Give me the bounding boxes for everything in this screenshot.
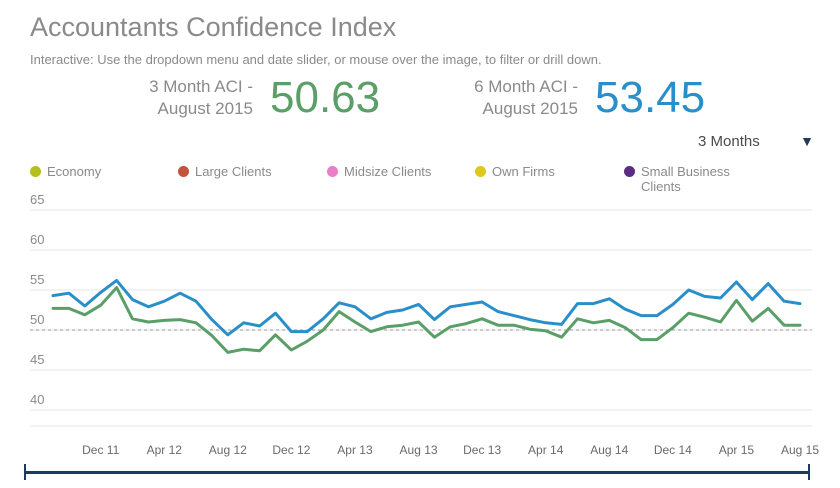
legend-label-line2: Clients (641, 179, 681, 194)
legend-dot-icon (624, 166, 635, 177)
y-tick-label: 40 (30, 392, 44, 407)
legend-dot-icon (178, 166, 189, 177)
legend-dot-icon (327, 166, 338, 177)
x-tick-label: Aug 15 (781, 443, 819, 457)
kpi-3-month-label-line1: 3 Month ACI - (149, 77, 253, 96)
triangle-down-icon[interactable]: ▼ (800, 133, 814, 149)
legend-label-line1: Own Firms (492, 164, 555, 179)
kpi-3-month-value: 50.63 (270, 73, 381, 122)
y-tick-label: 55 (30, 272, 44, 287)
kpi-3-month-label-line2: August 2015 (157, 99, 253, 118)
legend-label-line1: Economy (47, 164, 102, 179)
kpi-6-month-label-line2: August 2015 (482, 99, 578, 118)
series-line-3-month-aci (51, 286, 802, 354)
legend-label: Small Business Clients (641, 164, 771, 194)
y-tick-label: 50 (30, 312, 44, 327)
legend-label-line1: Small Business (641, 164, 730, 179)
date-slider-track[interactable] (24, 471, 810, 474)
page-subtitle: Interactive: Use the dropdown menu and d… (30, 52, 602, 67)
kpi-6-month-label: 6 Month ACI - August 2015 (425, 76, 578, 120)
x-tick-label: Dec 12 (272, 443, 310, 457)
legend-dot-icon (475, 166, 486, 177)
y-tick-label: 45 (30, 352, 44, 367)
series-line-6-month-aci (51, 278, 802, 337)
period-dropdown[interactable]: 3 Months ▼ (690, 130, 820, 154)
period-dropdown-label: 3 Months (698, 133, 760, 150)
legend-label: Large Clients (195, 164, 325, 179)
date-slider-start-handle[interactable] (24, 464, 26, 480)
x-tick-label: Aug 13 (400, 443, 438, 457)
legend-label: Own Firms (492, 164, 622, 179)
x-tick-label: Apr 12 (147, 443, 183, 457)
y-tick-label: 60 (30, 232, 44, 247)
legend-label-line1: Midsize Clients (344, 164, 432, 179)
x-tick-label: Aug 14 (590, 443, 628, 457)
x-tick-label: Dec 11 (82, 443, 119, 457)
x-tick-label: Aug 12 (209, 443, 247, 457)
x-tick-label: Apr 14 (528, 443, 564, 457)
kpi-3-month-label: 3 Month ACI - August 2015 (100, 76, 253, 120)
kpi-6-month-label-line1: 6 Month ACI - (474, 77, 578, 96)
x-tick-label: Dec 14 (654, 443, 692, 457)
kpi-6-month-value: 53.45 (595, 73, 706, 122)
legend-label-line1: Large Clients (195, 164, 272, 179)
legend-label: Economy (47, 164, 177, 179)
x-tick-label: Dec 13 (463, 443, 501, 457)
y-tick-label: 65 (30, 192, 44, 207)
legend-label: Midsize Clients (344, 164, 474, 179)
x-tick-label: Apr 13 (337, 443, 373, 457)
page-title: Accountants Confidence Index (30, 12, 397, 42)
date-slider-end-handle[interactable] (808, 464, 810, 480)
legend-dot-icon (30, 166, 41, 177)
x-tick-label: Apr 15 (719, 443, 755, 457)
